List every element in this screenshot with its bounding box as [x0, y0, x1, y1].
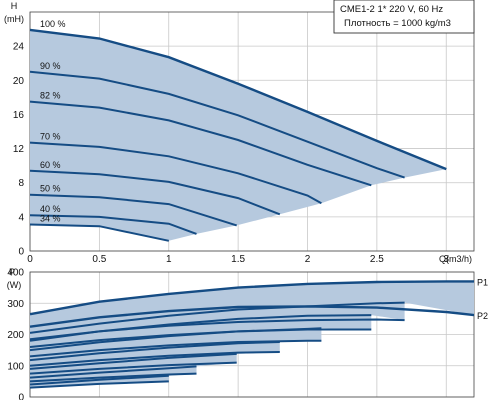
p-tick-label: 400 — [7, 268, 24, 279]
head-curve — [29, 100, 372, 187]
power-curve — [29, 305, 475, 328]
p1-label: P1 — [477, 277, 488, 287]
speed-label: 60 % — [40, 160, 61, 170]
y-tick-label: 24 — [13, 42, 25, 53]
p2-label: P2 — [477, 311, 488, 321]
y-tick-label: 4 — [18, 212, 24, 223]
power-flow-chart: 0 100 200 300 400 P1 P2 P (W) — [7, 267, 488, 400]
power-curve — [29, 280, 474, 316]
x-axis-label: Q(m3/h) — [439, 254, 472, 264]
x-tick-label: 2.5 — [370, 254, 384, 265]
y-tick-label: 20 — [13, 76, 25, 87]
speed-label: 34 % — [40, 214, 61, 224]
x-tick-label: 2 — [305, 254, 311, 265]
power-curve — [29, 380, 169, 389]
power-curve — [29, 352, 237, 370]
head-curve — [29, 28, 447, 171]
power-operating-area — [30, 281, 474, 397]
power-curve — [29, 365, 197, 379]
head-curve — [29, 193, 237, 227]
head-curve — [29, 223, 170, 242]
power-curve — [29, 374, 169, 386]
x-tick-label: 1.5 — [231, 254, 245, 265]
power-curve — [29, 341, 280, 362]
chart-title-box — [333, 0, 475, 34]
speed-label: 70 % — [40, 132, 61, 142]
p-tick-label: 200 — [7, 330, 24, 341]
y-tick-label: 0 — [18, 247, 24, 258]
p-tick-label: 0 — [18, 393, 24, 400]
y-tick-label: 8 — [18, 178, 24, 189]
p-axis-symbol: P — [9, 267, 15, 277]
power-curve — [29, 361, 237, 375]
head-curve — [29, 70, 405, 179]
y-axis-symbol: H — [11, 1, 18, 11]
head-curve — [29, 169, 281, 216]
head-operating-area — [30, 29, 447, 241]
p-axis-unit: (W) — [7, 280, 22, 290]
y-tick-label: 16 — [13, 110, 25, 121]
p-tick-label: 300 — [7, 299, 24, 310]
y-axis-unit: (mH) — [4, 14, 24, 24]
x-tick-label: 0 — [27, 254, 33, 265]
power-curve — [29, 339, 322, 358]
x-tick-label: 1 — [166, 254, 172, 265]
chart-title: CME1-2 1* 220 V, 60 Hz — [340, 4, 443, 15]
power-curve — [29, 372, 197, 383]
power-curve — [29, 328, 372, 348]
power-curve — [29, 301, 405, 334]
power-curve — [29, 351, 280, 367]
p-tick-label: 100 — [7, 361, 24, 372]
speed-label: 90 % — [40, 61, 61, 71]
speed-label: 82 % — [40, 91, 61, 101]
head-flow-chart: 0 0.5 1 1.5 2 2.5 3 0 4 8 12 16 20 24 100 % 90 % 82 % 70 … — [4, 0, 475, 265]
head-curve — [29, 141, 322, 205]
speed-label: 100 % — [40, 19, 66, 29]
speed-label: 50 % — [40, 184, 61, 194]
head-curve — [29, 214, 197, 235]
power-curve — [29, 318, 405, 341]
x-tick-label: 3 — [443, 254, 449, 265]
x-tick-label: 0.5 — [92, 254, 106, 265]
speed-label: 40 % — [40, 204, 61, 214]
chart-subtitle: Плотность = 1000 kg/m3 — [344, 18, 451, 29]
y-tick-label: 12 — [13, 144, 25, 155]
